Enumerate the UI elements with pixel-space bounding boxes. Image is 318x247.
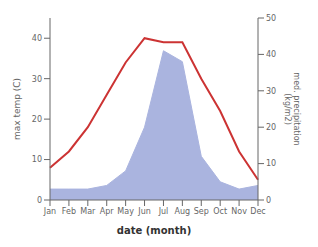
svg-text:date (month): date (month) (117, 225, 191, 236)
svg-text:10: 10 (32, 155, 42, 164)
svg-text:Oct: Oct (213, 207, 227, 216)
svg-text:30: 30 (32, 75, 42, 84)
svg-text:Mar: Mar (80, 207, 96, 216)
svg-text:Sep: Sep (194, 207, 209, 216)
svg-text:Aug: Aug (175, 207, 191, 216)
svg-text:Jan: Jan (43, 207, 56, 216)
svg-text:30: 30 (266, 87, 276, 96)
svg-text:0: 0 (37, 196, 42, 205)
svg-text:0: 0 (266, 196, 271, 205)
svg-text:Feb: Feb (62, 207, 76, 216)
svg-text:20: 20 (32, 115, 42, 124)
svg-text:40: 40 (266, 50, 276, 59)
svg-text:40: 40 (32, 34, 42, 43)
svg-text:May: May (117, 207, 134, 216)
svg-text:Dec: Dec (250, 207, 265, 216)
svg-text:20: 20 (266, 123, 276, 132)
svg-text:Jun: Jun (137, 207, 151, 216)
svg-text:50: 50 (266, 14, 276, 23)
svg-text:Nov: Nov (231, 207, 247, 216)
svg-text:Apr: Apr (100, 207, 115, 216)
svg-text:max temp (C): max temp (C) (12, 78, 22, 140)
svg-text:Jul: Jul (158, 207, 169, 216)
svg-text:med. precipitation(kg/m2): med. precipitation(kg/m2) (283, 72, 301, 145)
svg-text:10: 10 (266, 159, 276, 168)
